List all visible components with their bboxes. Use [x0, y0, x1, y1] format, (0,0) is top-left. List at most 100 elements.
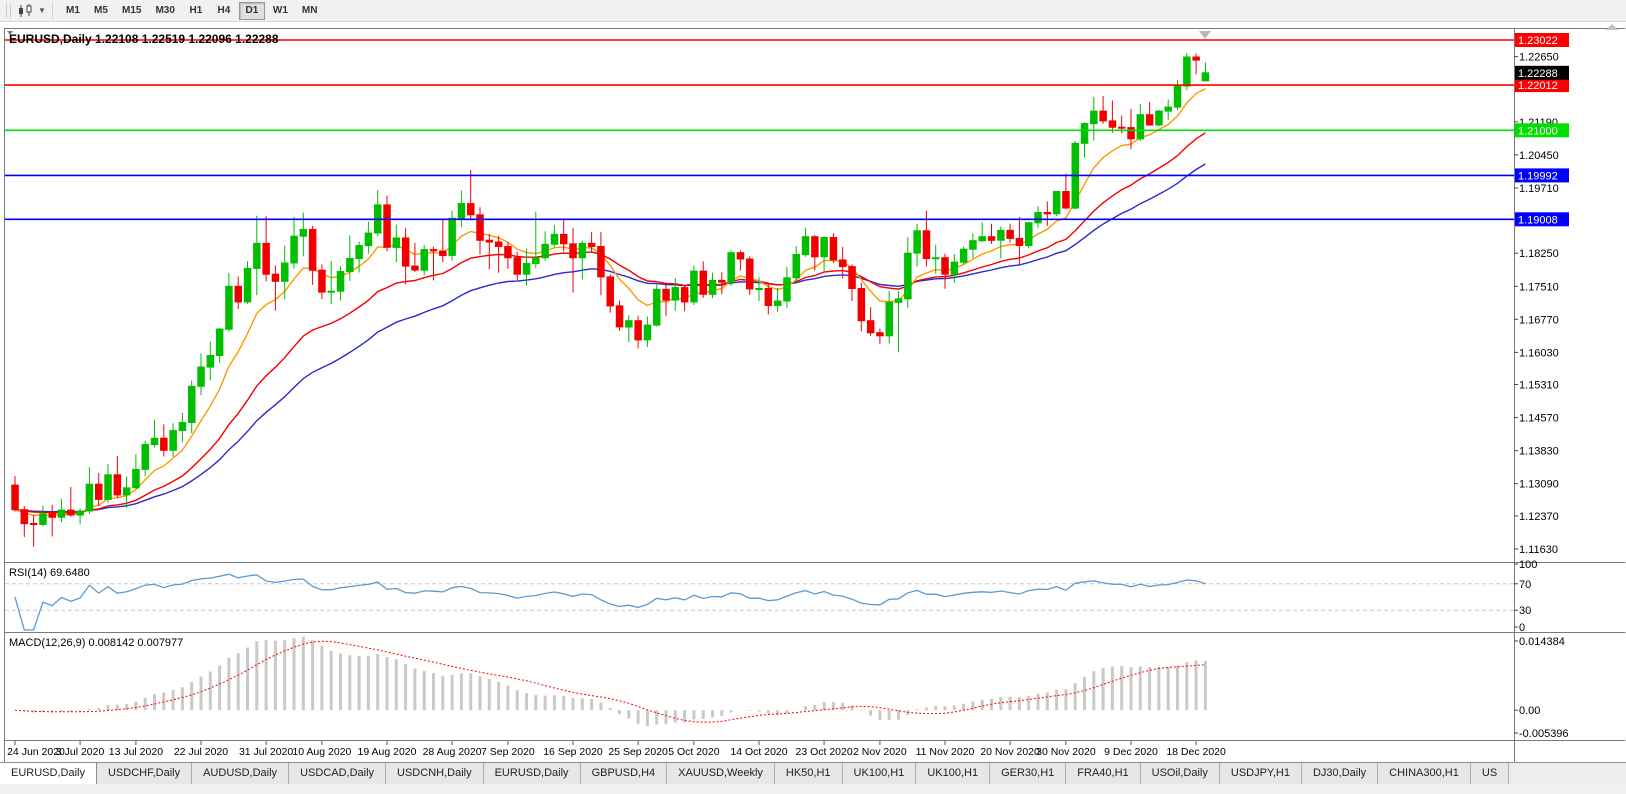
- price-tick-label: 1.19710: [1519, 183, 1559, 195]
- chart-tab-uk100-h1[interactable]: UK100,H1: [842, 763, 917, 784]
- toolbar-separator: [52, 2, 53, 19]
- chart-title: EURUSD,Daily 1.22108 1.22519 1.22096 1.2…: [9, 32, 279, 46]
- time-axis-label: 19 Aug 2020: [358, 746, 417, 758]
- macd-title: MACD(12,26,9) 0.008142 0.007977: [9, 637, 183, 649]
- price-flag: [1515, 123, 1569, 138]
- toolbar: ▼ M1 M5 M15 M30 H1 H4 D1 W1 MN: [0, 0, 1626, 22]
- chart-tab-xauusd-weekly[interactable]: XAUUSD,Weekly: [667, 763, 775, 784]
- window-bottom-strip: [0, 784, 1626, 794]
- chart-tab-china300-h1[interactable]: CHINA300,H1: [1378, 763, 1471, 784]
- chart-tab-usoil-daily[interactable]: USOil,Daily: [1140, 763, 1220, 784]
- price-flag-label: 1.19008: [1518, 214, 1558, 226]
- chart-tabs-bar: EURUSD,Daily USDCHF,Daily AUDUSD,Daily USDC…: [0, 762, 1626, 784]
- timeframe-button-m1[interactable]: M1: [60, 2, 86, 20]
- time-axis-label: 16 Sep 2020: [543, 746, 603, 758]
- chart-menu-icon[interactable]: [7, 31, 13, 35]
- price-flag-label: 1.22012: [1518, 80, 1558, 92]
- time-axis-label: 28 Aug 2020: [423, 746, 482, 758]
- timeframe-button-m15[interactable]: M15: [116, 2, 147, 20]
- scale-scroll-marker: [1606, 24, 1618, 30]
- time-axis-label: 23 Oct 2020: [795, 746, 852, 758]
- price-tick-label: 1.12370: [1519, 511, 1559, 523]
- chart-tab-dj30-daily[interactable]: DJ30,Daily: [1301, 763, 1379, 784]
- time-axis-label: 5 Oct 2020: [668, 746, 720, 758]
- ma-line-fast: [14, 88, 1206, 517]
- price-tick-label: 1.22650: [1519, 52, 1559, 64]
- ma-line-slow: [14, 163, 1206, 513]
- chart-tab-ger30-h1[interactable]: GER30,H1: [990, 763, 1067, 784]
- time-axis-label: 14 Oct 2020: [730, 746, 787, 758]
- macd-axis-label: -0.005396: [1519, 728, 1569, 740]
- timeframe-button-d1[interactable]: D1: [238, 1, 265, 20]
- price-tick-label: 1.17510: [1519, 281, 1559, 293]
- toolbar-grip[interactable]: [6, 3, 11, 18]
- price-flag-label: 1.21000: [1518, 125, 1558, 137]
- time-axis-label: 13 Jul 2020: [109, 746, 163, 758]
- chevron-down-icon[interactable]: ▼: [38, 6, 46, 15]
- horizontal-level-lines[interactable]: [5, 39, 1514, 221]
- chart-tab-usdcnh-daily[interactable]: USDCNH,Daily: [386, 763, 484, 784]
- macd-pane: MACD(12,26,9) 0.008142 0.007977 0.014384 0…: [9, 636, 1569, 740]
- time-axis-label: 18 Dec 2020: [1166, 746, 1226, 758]
- price-flag: [1515, 168, 1569, 183]
- price-flag: [1515, 78, 1569, 93]
- price-tick-label: 1.13090: [1519, 479, 1559, 491]
- time-axis-label: 20 Nov 2020: [980, 746, 1040, 758]
- time-axis-label: 24 Jun 2020: [7, 746, 65, 758]
- price-flag: [1515, 33, 1569, 47]
- price-flag: [1515, 212, 1569, 227]
- chart-tab-fra40-h1[interactable]: FRA40,H1: [1066, 763, 1141, 784]
- macd-axis-label: 0.014384: [1519, 636, 1565, 648]
- time-axis-label: 31 Jul 2020: [239, 746, 293, 758]
- price-tick-label: 1.14570: [1519, 413, 1559, 425]
- chart-background: [0, 22, 1626, 762]
- chart-tab-hk50-h1[interactable]: HK50,H1: [774, 763, 843, 784]
- chart-tab-us[interactable]: US: [1470, 763, 1510, 784]
- chart-tab-eurusd-daily[interactable]: EURUSD,Daily: [483, 763, 581, 784]
- timeframe-button-mn[interactable]: MN: [296, 2, 324, 20]
- price-flag-label: 1.19992: [1518, 170, 1558, 182]
- time-axis-label: 3 Jul 2020: [56, 746, 105, 758]
- chart-tab-uk100-h1[interactable]: UK100,H1: [916, 763, 991, 784]
- current-price-label: 1.22288: [1518, 68, 1558, 80]
- rsi-title: RSI(14) 69.6480: [9, 567, 90, 579]
- chart-tab-usdchf-daily[interactable]: USDCHF,Daily: [96, 763, 193, 784]
- candlestick-chart-icon[interactable]: [16, 3, 36, 19]
- rsi-line: [14, 573, 1206, 631]
- ma-line-medium: [14, 132, 1206, 514]
- macd-signal-line: [14, 640, 1206, 723]
- time-axis-label: 9 Dec 2020: [1104, 746, 1158, 758]
- rsi-axis-label: 100: [1519, 559, 1537, 571]
- price-tick-label: 1.16770: [1519, 314, 1559, 326]
- time-axis-label: 7 Sep 2020: [481, 746, 535, 758]
- pane-borders: [4, 28, 1626, 762]
- time-axis-label: 30 Nov 2020: [1036, 746, 1096, 758]
- timeframe-button-m30[interactable]: M30: [149, 2, 180, 20]
- price-axis[interactable]: 1.226501.211901.204501.197101.182501.175…: [1514, 33, 1569, 556]
- chart-tab-usdcad-daily[interactable]: USDCAD,Daily: [289, 763, 387, 784]
- timeframe-button-w1[interactable]: W1: [267, 2, 294, 20]
- rsi-axis-label: 70: [1519, 579, 1531, 591]
- candlesticks: [11, 53, 1210, 547]
- chart-tab-audusd-daily[interactable]: AUDUSD,Daily: [192, 763, 290, 784]
- chart-tab-gbpusd-h4[interactable]: GBPUSD,H4: [580, 763, 668, 784]
- chart-tab-eurusd-daily[interactable]: EURUSD,Daily: [0, 763, 97, 784]
- timeframe-button-h1[interactable]: H1: [183, 2, 209, 20]
- timeframe-buttons: M1 M5 M15 M30 H1 H4 D1 W1 MN: [59, 1, 324, 20]
- rsi-pane: RSI(14) 69.6480 100 70 30 0: [5, 559, 1537, 634]
- macd-axis-label: 0.00: [1519, 705, 1540, 717]
- time-axis-label: 11 Nov 2020: [916, 746, 975, 758]
- chart-tab-usdjpy-h1[interactable]: USDJPY,H1: [1219, 763, 1302, 784]
- price-tick-label: 1.16030: [1519, 347, 1559, 359]
- price-tick-label: 1.11630: [1519, 544, 1558, 556]
- current-price-flag: [1515, 65, 1569, 80]
- timeframe-button-h4[interactable]: H4: [211, 2, 237, 20]
- rsi-axis-label: 30: [1519, 605, 1531, 617]
- price-tick-label: 1.13830: [1519, 446, 1559, 458]
- timeframe-button-m5[interactable]: M5: [88, 2, 114, 20]
- price-tick-label: 1.20450: [1519, 150, 1559, 162]
- macd-histogram: [22, 636, 1207, 727]
- chart-shift-marker[interactable]: [1199, 31, 1211, 39]
